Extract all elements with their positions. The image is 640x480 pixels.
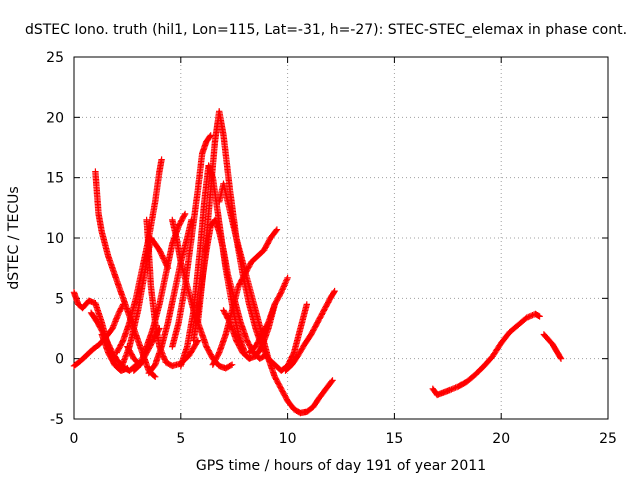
x-axis-label: GPS time / hours of day 191 of year 2011 [196,458,486,474]
point-markers [282,287,338,374]
chart-title: dSTEC Iono. truth (hil1, Lon=115, Lat=-3… [25,22,627,38]
x-tick-label: 10 [279,431,297,447]
y-axis: -5 0 5 10 15 20 25 [46,50,608,428]
point-markers [194,108,310,374]
point-markers [145,216,195,377]
x-axis: 0 5 10 15 20 25 [70,57,617,447]
data-series [246,274,291,356]
x-tick-label: 15 [385,431,403,447]
y-tick-label: 5 [55,291,64,307]
data-series [209,226,281,368]
data-series [540,331,565,362]
y-axis-label: dSTEC / TECUs [6,186,22,289]
x-tick-label: 25 [599,431,617,447]
data-series [145,216,195,377]
y-tick-label: 20 [46,110,64,126]
y-tick-label: 25 [46,50,64,66]
data-series [429,310,543,399]
x-tick-label: 20 [492,431,510,447]
data-series [194,108,310,374]
point-markers [246,274,291,356]
point-markers [169,132,214,350]
data-points [70,108,565,417]
data-series [282,287,338,374]
grid [74,57,608,419]
y-tick-label: -5 [50,412,64,428]
y-tick-label: 15 [46,171,64,187]
y-tick-label: 10 [46,231,64,247]
x-tick-label: 0 [70,431,79,447]
y-tick-label: 0 [55,352,64,368]
point-markers [209,226,281,368]
point-markers [540,331,565,362]
data-series [169,132,214,350]
point-markers [429,310,543,399]
x-tick-label: 5 [176,431,185,447]
